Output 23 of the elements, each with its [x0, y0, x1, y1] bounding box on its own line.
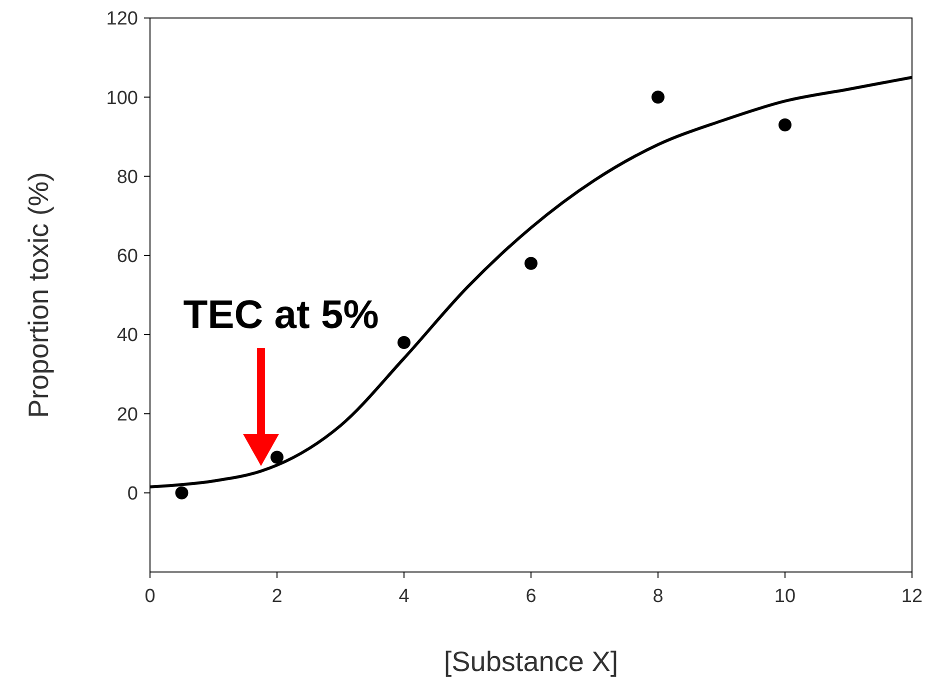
y-axis-title: Proportion toxic (%)	[23, 172, 54, 418]
point	[175, 486, 188, 500]
y-tick-label: 80	[116, 166, 138, 188]
point	[270, 450, 284, 464]
x-tick-label: 12	[901, 586, 923, 607]
point	[398, 336, 410, 349]
point	[778, 118, 792, 132]
x-tick-label: 0	[144, 586, 156, 607]
x-tick-label: 8	[652, 586, 664, 607]
point	[524, 256, 538, 270]
x-tick-label: 10	[774, 586, 796, 607]
annotation: TEC at 5%	[183, 293, 379, 337]
y-tick-label: 120	[106, 8, 138, 30]
y-tick-label: 0	[127, 484, 138, 505]
x-tick-label: 2	[272, 586, 282, 607]
point	[652, 90, 664, 104]
y-tick-label: 40	[116, 325, 138, 346]
x-tick-label: 4	[398, 586, 410, 607]
y-tick-label: 20	[116, 404, 138, 426]
x-axis-title: [Substance X]	[444, 646, 618, 677]
y-tick-label: 60	[116, 246, 138, 268]
x-tick-label: 6	[526, 586, 536, 607]
y-tick-label: 100	[106, 88, 138, 109]
